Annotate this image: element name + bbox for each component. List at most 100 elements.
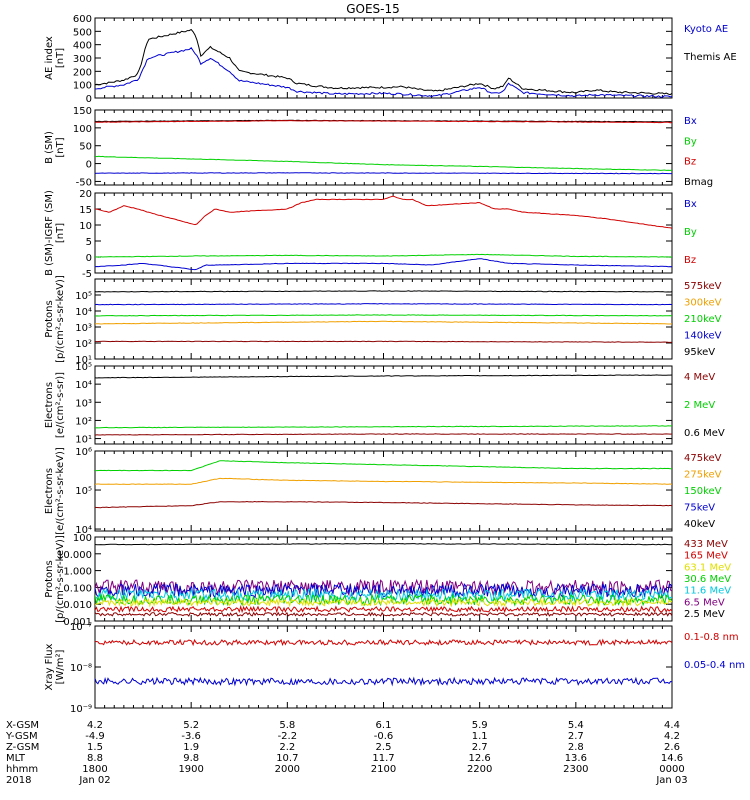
footer-value: 4.4 bbox=[664, 720, 680, 731]
y-tick-label: 0.100 bbox=[63, 583, 92, 594]
y-tick-label: 0 bbox=[86, 253, 92, 264]
footer-value: -2.2 bbox=[278, 731, 298, 742]
y-tick-label: 500 bbox=[73, 27, 92, 38]
series-line bbox=[95, 290, 672, 293]
panel-5: 10¹ 10² 10³ 10⁴ 10⁵ Electrons [e/(cm²-s-sr)] 4 … bbox=[44, 362, 725, 446]
footer-value: Jan 02 bbox=[78, 775, 110, 786]
series-line bbox=[95, 253, 672, 258]
chart-title: GOES-15 bbox=[346, 2, 400, 16]
y-axis-label: [nT] bbox=[55, 223, 66, 243]
footer-value: 1.1 bbox=[472, 731, 488, 742]
y-axis-label: B (SM) bbox=[44, 131, 55, 164]
series-line bbox=[95, 425, 672, 429]
legend-entry: 0.1-0.8 nm bbox=[684, 632, 739, 643]
legend-entry: 2 MeV bbox=[684, 400, 715, 411]
footer-value: 2.8 bbox=[568, 742, 584, 753]
y-tick-label: 0.010 bbox=[63, 600, 92, 611]
panel-8: 10⁻⁹ 10⁻⁸ 10⁻⁷ Xray Flux [W/m²] 0.1-0.8 nm 0.0… bbox=[44, 622, 745, 715]
footer-value: 2.5 bbox=[376, 742, 392, 753]
panel-1: 0 100 200 300 400 500 600 AE index [nT] Kyoto AE T… bbox=[44, 14, 737, 105]
panel-4: 10¹ 10² 10³ 10⁴ 10⁵ Protons [p/(cm²-s-sr-keV)]… bbox=[44, 275, 722, 366]
series-line bbox=[95, 28, 672, 96]
series-line bbox=[95, 172, 672, 175]
y-axis-label: Xray Flux bbox=[44, 643, 55, 690]
legend-entry: By bbox=[684, 227, 697, 238]
y-tick-label: 10⁻⁸ bbox=[70, 663, 92, 674]
y-tick-label: 0.001 bbox=[63, 617, 92, 628]
legend-entry: Bx bbox=[684, 199, 697, 210]
footer-value: 14.6 bbox=[661, 753, 683, 764]
y-axis-label: Protons bbox=[44, 560, 55, 597]
legend-entry: 140keV bbox=[684, 331, 722, 342]
legend-entry: 300keV bbox=[684, 298, 722, 309]
y-axis-label: [p/(cm²-s-sr-keV)] bbox=[55, 535, 66, 623]
series-line bbox=[95, 676, 672, 687]
y-tick-label: 100 bbox=[73, 81, 92, 92]
footer-value: 2300 bbox=[563, 764, 588, 775]
panel-series bbox=[95, 290, 672, 343]
footer-value: 6.1 bbox=[376, 720, 392, 731]
y-tick-label: 10² bbox=[75, 416, 92, 427]
y-axis-label: Electrons bbox=[44, 382, 55, 428]
footer-value: 5.2 bbox=[183, 720, 199, 731]
legend-entry: 150keV bbox=[684, 486, 722, 497]
y-axis-label: [nT] bbox=[55, 137, 66, 157]
legend-entry: Themis AE bbox=[683, 52, 737, 63]
legend-entry: 0.05-0.4 nm bbox=[684, 660, 745, 671]
footer-value: 2.7 bbox=[568, 731, 584, 742]
y-tick-label: 10³ bbox=[75, 323, 92, 334]
y-axis-label: B (SM)-IGRF (SM) bbox=[44, 190, 55, 276]
legend-entry: 11.6 MeV bbox=[684, 586, 731, 597]
y-tick-label: 10⁵ bbox=[75, 291, 92, 302]
footer-value: -3.6 bbox=[181, 731, 201, 742]
y-tick-label: 10² bbox=[75, 339, 92, 350]
y-tick-label: 10⁵ bbox=[75, 362, 92, 373]
legend-entry: 0.6 MeV bbox=[684, 428, 725, 439]
footer-value: -0.6 bbox=[374, 731, 394, 742]
footer-value: 1900 bbox=[178, 764, 203, 775]
legend-entry: Kyoto AE bbox=[684, 24, 728, 35]
legend-entry: 210keV bbox=[684, 314, 722, 325]
series-line bbox=[95, 314, 672, 317]
legend-entry: 4 MeV bbox=[684, 372, 715, 383]
y-tick-label: 200 bbox=[73, 67, 92, 78]
footer-value: 0000 bbox=[659, 764, 684, 775]
series-line bbox=[95, 604, 672, 614]
y-tick-label: 100 bbox=[73, 533, 92, 544]
series-line bbox=[95, 638, 672, 647]
y-tick-label: 20 bbox=[79, 189, 92, 200]
panel-series bbox=[95, 28, 672, 98]
y-tick-label: 50 bbox=[79, 142, 92, 153]
y-tick-label: 600 bbox=[73, 14, 92, 25]
y-axis-label: AE index bbox=[44, 36, 55, 80]
legend-entry: 6.5 MeV bbox=[684, 597, 725, 608]
series-line bbox=[95, 477, 672, 485]
y-axis-label: [e/(cm²-s-sr)] bbox=[55, 372, 66, 438]
panel-2: -50 0 50 100 150 B (SM) [nT] Bx By Bz Bmag bbox=[44, 106, 713, 188]
y-tick-label: 10⁴ bbox=[75, 307, 92, 318]
footer-value: 13.6 bbox=[565, 753, 587, 764]
legend-entry: 40keV bbox=[684, 519, 715, 530]
footer-value: 2.6 bbox=[664, 742, 680, 753]
y-tick-label: 100 bbox=[73, 124, 92, 135]
panel-7: 0.001 0.010 0.100 1.000 10.000 100 Protons [p/(… bbox=[44, 533, 731, 628]
series-line bbox=[95, 195, 672, 229]
footer-row-label: 2018 bbox=[6, 775, 31, 786]
footer-row-label: Z-GSM bbox=[6, 742, 39, 753]
legend-entry: 433 MeV bbox=[684, 539, 728, 550]
legend-entry: Bx bbox=[684, 116, 697, 127]
panel-6: 10⁴ 10⁵ 10⁶ Electrons [e/(cm²-s-sr-keV)] 475k… bbox=[44, 447, 722, 536]
legend-entry: By bbox=[684, 136, 697, 147]
panel-series bbox=[95, 460, 672, 509]
legend-entry: 575keV bbox=[684, 281, 722, 292]
y-tick-label: 150 bbox=[73, 106, 92, 117]
footer-row-label: Y-GSM bbox=[5, 731, 38, 742]
legend-entry: Bmag bbox=[684, 177, 713, 188]
y-tick-label: 10⁻⁷ bbox=[70, 622, 92, 633]
y-tick-label: 0 bbox=[86, 94, 92, 105]
legend-entry: 165 MeV bbox=[684, 551, 728, 562]
y-tick-label: 10⁴ bbox=[75, 380, 92, 391]
series-line bbox=[95, 155, 672, 171]
y-axis-label: [nT] bbox=[55, 48, 66, 68]
series-line bbox=[95, 587, 672, 603]
